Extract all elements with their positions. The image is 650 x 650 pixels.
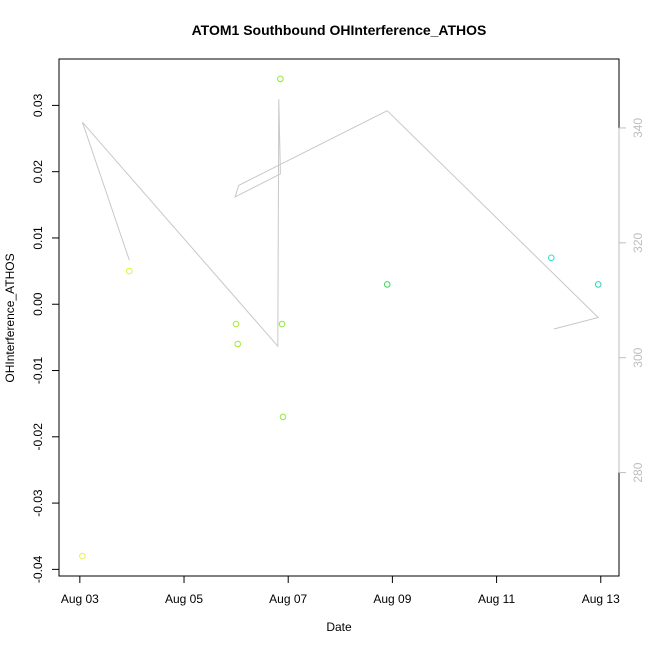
y-axis-label: OHInterference_ATHOS <box>3 253 17 382</box>
y-tick-label: -0.02 <box>31 423 45 451</box>
data-point <box>383 281 391 288</box>
points-layer <box>79 75 602 560</box>
x-tick-label: Aug 07 <box>269 592 307 606</box>
data-point <box>594 281 602 288</box>
chart-title: ATOM1 Southbound OHInterference_ATHOS <box>192 22 487 38</box>
y-tick-label: -0.01 <box>31 357 45 385</box>
x-tick-label: Aug 03 <box>61 592 99 606</box>
secondary-y-axis: 280 300 320 340 <box>618 118 645 483</box>
x-tick-label: Aug 05 <box>165 592 203 606</box>
y-tick-label: -0.04 <box>31 555 45 583</box>
data-point <box>278 320 286 328</box>
x-axis: Aug 03 Aug 05 Aug 07 Aug 09 Aug 11 Aug 13 <box>61 575 620 606</box>
data-point <box>234 340 241 348</box>
x-tick-label: Aug 09 <box>373 592 411 606</box>
data-point <box>232 320 240 328</box>
plot-area <box>58 58 620 577</box>
data-point <box>277 75 284 83</box>
y2-tick-label: 300 <box>631 347 645 367</box>
y-tick-label: 0.02 <box>31 160 45 184</box>
data-point <box>126 267 133 275</box>
y-tick-label: 0.01 <box>31 226 45 250</box>
y-tick-label: -0.03 <box>31 489 45 517</box>
y2-tick-label: 280 <box>631 462 645 482</box>
x-tick-label: Aug 13 <box>582 592 620 606</box>
data-point <box>79 552 86 560</box>
secondary-series-line <box>81 99 600 348</box>
data-point <box>279 413 287 421</box>
x-tick-label: Aug 11 <box>478 592 515 606</box>
y-axis: -0.04 -0.03 -0.02 -0.01 0.00 0.01 0.02 0.03 <box>31 93 60 583</box>
y2-tick-label: 340 <box>631 118 645 138</box>
y2-tick-label: 320 <box>631 232 645 252</box>
y-tick-label: 0.00 <box>31 292 45 316</box>
data-point <box>548 254 555 262</box>
x-axis-label: Date <box>326 620 352 634</box>
secondary-line-layer <box>81 99 600 348</box>
y-tick-label: 0.03 <box>31 93 45 117</box>
